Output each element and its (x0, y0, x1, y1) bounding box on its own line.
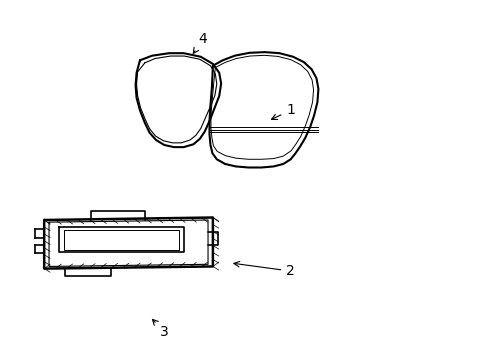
Text: 2: 2 (233, 261, 294, 278)
Text: 3: 3 (152, 319, 168, 339)
Text: 1: 1 (271, 103, 295, 120)
Text: 4: 4 (193, 32, 207, 53)
